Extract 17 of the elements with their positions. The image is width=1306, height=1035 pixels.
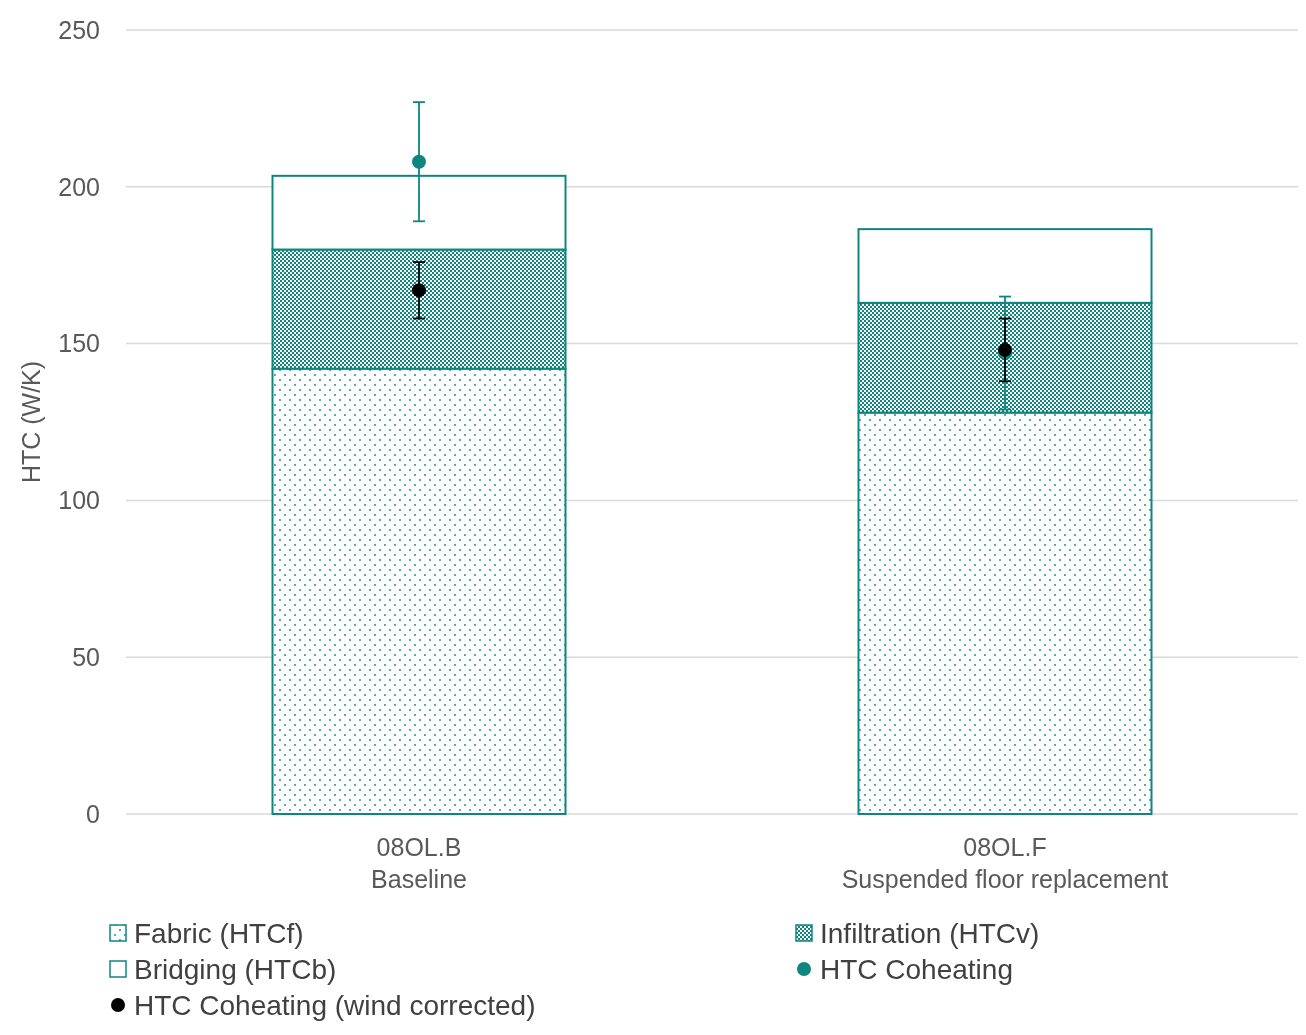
x-tick-label: 08OL.B Baseline [371,833,467,893]
legend-label: Infiltration (HTCv) [820,917,1040,949]
point [412,283,426,298]
y-tick-label: 250 [58,15,100,44]
x-tick-label: 08OL.F Suspended floor replacement [841,833,1169,893]
y-tick-label: 200 [58,172,100,201]
y-tick-label: 100 [58,486,100,515]
y-tick-label: 150 [58,329,100,358]
y-axis-title: HTC (W/K) [17,360,45,484]
point [998,342,1012,357]
legend-label: Bridging (HTCb) [134,953,337,985]
legend-label: Fabric (HTCf) [134,917,304,949]
point [412,154,426,169]
legend-label: HTC Coheating (wind corrected) [134,989,536,1021]
y-tick-label: 50 [72,642,100,671]
legend-label: HTC Coheating [820,953,1013,985]
y-tick-label: 0 [86,799,100,828]
